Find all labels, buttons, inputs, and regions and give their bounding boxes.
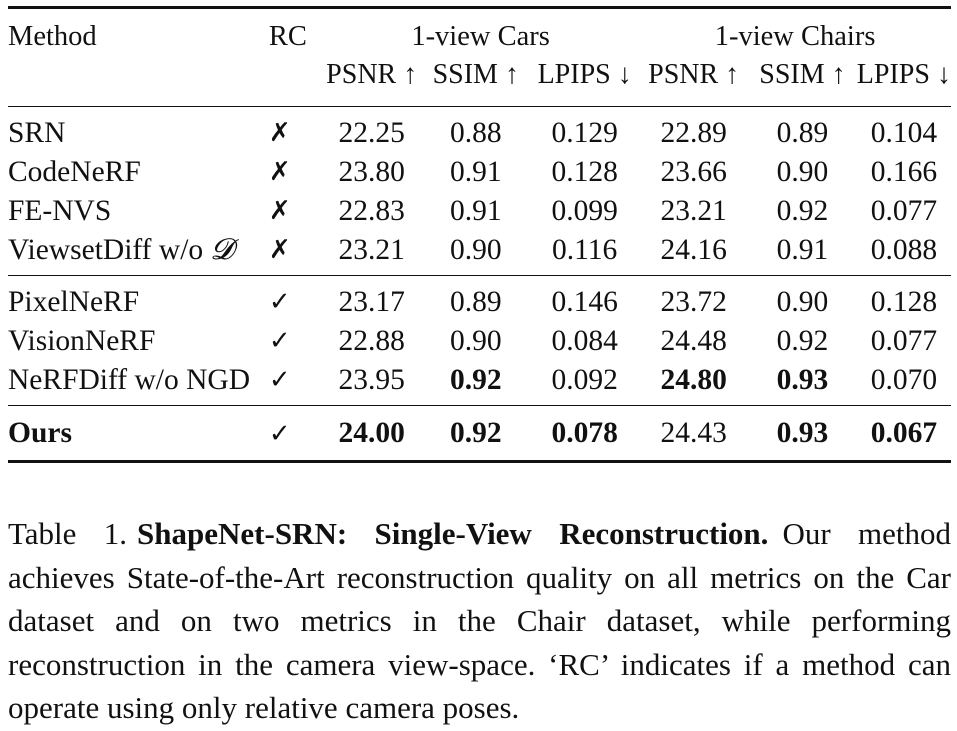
value-cell-best: 0.93 [748, 405, 857, 463]
value-cell: 22.83 [338, 194, 405, 227]
value-cell: 0.90 [449, 324, 502, 357]
value-cell: 0.91 [449, 194, 502, 227]
value-cell-best: 24.80 [660, 363, 727, 396]
value-cell: 23.95 [338, 363, 405, 396]
value-cell: 0.146 [530, 275, 640, 321]
value-cell-best: 24.00 [321, 405, 422, 463]
check-icon: ✓ [268, 326, 291, 356]
cross-icon: ✗ [268, 196, 291, 226]
value-cell: 0.89 [421, 275, 531, 321]
table-row: SRN ✗ 22.25 0.88 0.129 22.89 0.89 0.104 [8, 106, 951, 152]
method-name: CodeNeRF [8, 155, 141, 188]
value-cell: 0.088 [870, 233, 938, 266]
value-cell: 0.89 [748, 106, 857, 152]
header-method: Method [8, 21, 97, 52]
method-name: SRN [8, 106, 269, 152]
method-name-prefix: ViewsetDiff w/o [8, 233, 211, 266]
value-cell: 0.90 [776, 155, 829, 188]
method-name: Ours [8, 405, 269, 463]
table-row: VisionNeRF ✓ 22.88 0.90 0.084 24.48 0.92… [8, 321, 951, 360]
table-row: PixelNeRF ✓ 23.17 0.89 0.146 23.72 0.90 … [8, 275, 951, 321]
value-cell: 0.92 [776, 194, 829, 227]
value-cell: 0.116 [552, 233, 618, 266]
value-cell: 0.92 [776, 324, 829, 357]
table-header: Method RC 1-view Cars 1-view Chairs PSNR… [8, 18, 951, 107]
cross-icon: ✗ [268, 157, 291, 187]
value-cell-best: 0.078 [530, 405, 640, 463]
header-row-groups: Method RC 1-view Cars 1-view Chairs [8, 18, 951, 56]
value-cell: 22.25 [321, 106, 422, 152]
header-row-metrics: PSNR ↑ SSIM ↑ LPIPS ↓ PSNR ↑ SSIM ↑ LPIP… [8, 56, 951, 107]
value-cell: 24.16 [660, 233, 727, 266]
header-metric-psnr-chairs: PSNR ↑ [648, 59, 740, 90]
method-name: PixelNeRF [8, 275, 269, 321]
table-row: CodeNeRF ✗ 23.80 0.91 0.128 23.66 0.90 0… [8, 152, 951, 191]
value-cell-best: 0.93 [776, 363, 829, 396]
table-top-rule [8, 6, 951, 9]
dataset-symbol: 𝓓 [210, 233, 234, 266]
check-icon: ✓ [268, 365, 291, 395]
value-cell: 22.88 [338, 324, 405, 357]
value-cell: 0.104 [856, 106, 951, 152]
header-metric-psnr-cars: PSNR ↑ [326, 59, 418, 90]
table-row: ViewsetDiff w/o 𝓓 ✗ 23.21 0.90 0.116 24.… [8, 230, 951, 276]
header-metric-lpips-cars: LPIPS ↓ [537, 59, 632, 90]
cross-icon: ✗ [268, 118, 291, 148]
header-rc: RC [268, 21, 307, 52]
header-group-cars: 1-view Cars [411, 21, 550, 52]
value-cell: 23.72 [639, 275, 749, 321]
value-cell: 23.80 [338, 155, 405, 188]
table-body: SRN ✗ 22.25 0.88 0.129 22.89 0.89 0.104 … [8, 106, 951, 463]
value-cell-best: 0.92 [421, 405, 531, 463]
value-cell: 23.17 [321, 275, 422, 321]
results-table: Method RC 1-view Cars 1-view Chairs PSNR… [8, 18, 951, 463]
value-cell: 22.89 [639, 106, 749, 152]
check-icon: ✓ [268, 287, 291, 317]
header-spacer [8, 56, 269, 107]
value-cell: 0.91 [449, 155, 502, 188]
value-cell: 0.099 [551, 194, 618, 227]
value-cell: 24.48 [660, 324, 727, 357]
value-cell: 0.90 [748, 275, 857, 321]
method-name: NeRFDiff w/o NGD [8, 363, 251, 396]
header-metric-ssim-cars: SSIM ↑ [432, 59, 519, 90]
header-metric-ssim-chairs: SSIM ↑ [759, 59, 846, 90]
caption-title: ShapeNet-SRN: Single-View Reconstruction… [137, 516, 769, 551]
value-cell: 23.21 [338, 233, 405, 266]
check-icon: ✓ [268, 418, 291, 449]
header-spacer [269, 56, 322, 107]
value-cell-best: 0.92 [449, 363, 502, 396]
value-cell: 0.128 [856, 275, 951, 321]
value-cell: 0.91 [776, 233, 829, 266]
header-metric-lpips-chairs: LPIPS ↓ [856, 59, 951, 90]
value-cell: 0.88 [421, 106, 531, 152]
cross-icon: ✗ [268, 235, 291, 265]
value-cell: 23.66 [660, 155, 727, 188]
value-cell-best: 0.067 [856, 405, 951, 463]
value-cell: 0.092 [551, 363, 618, 396]
value-cell: 0.90 [449, 233, 502, 266]
value-cell: 23.21 [660, 194, 727, 227]
value-cell: 0.166 [870, 155, 938, 188]
method-name: FE-NVS [8, 194, 112, 227]
value-cell: 0.077 [870, 194, 938, 227]
table-caption: Table 1. ShapeNet-SRN: Single-View Recons… [8, 512, 951, 730]
value-cell: 0.077 [870, 324, 938, 357]
method-name: ViewsetDiff w/o 𝓓 [8, 230, 269, 276]
results-table-container: Method RC 1-view Cars 1-view Chairs PSNR… [8, 18, 951, 463]
value-cell: 0.128 [551, 155, 618, 188]
caption-text: Our method achieves State-of-the-Art rec… [8, 516, 952, 725]
header-group-chairs: 1-view Chairs [714, 21, 876, 52]
table-row: FE-NVS ✗ 22.83 0.91 0.099 23.21 0.92 0.0… [8, 191, 951, 230]
table-row-ours: Ours ✓ 24.00 0.92 0.078 24.43 0.93 0.067 [8, 405, 951, 463]
value-cell: 0.084 [551, 324, 618, 357]
caption-label: Table 1. [8, 516, 128, 551]
value-cell: 0.070 [870, 363, 938, 396]
value-cell: 24.43 [639, 405, 749, 463]
value-cell: 0.129 [530, 106, 640, 152]
table-row: NeRFDiff w/o NGD ✓ 23.95 0.92 0.092 24.8… [8, 360, 951, 406]
method-name: VisionNeRF [8, 324, 156, 357]
